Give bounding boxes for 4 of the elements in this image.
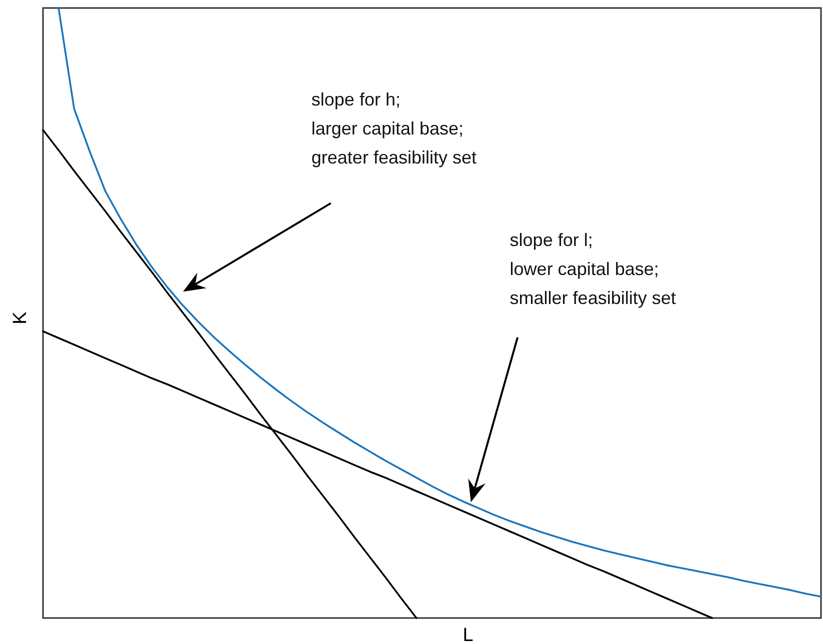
- x-axis-title: L: [462, 625, 474, 644]
- annotation: slope for h; larger capital base; greater feasibility set: [311, 90, 476, 168]
- y-axis-title: K: [10, 311, 31, 324]
- annotation: slope for l; lower capital base; smaller feasibility set: [510, 230, 676, 308]
